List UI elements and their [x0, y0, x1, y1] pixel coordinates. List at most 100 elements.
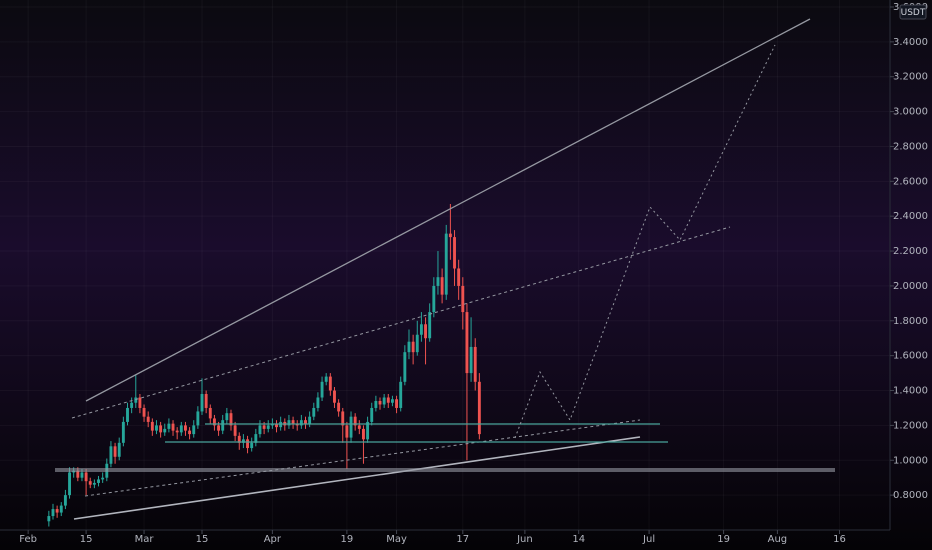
candle-body [254, 434, 258, 443]
candle-body [188, 430, 192, 435]
candle-body [275, 423, 278, 428]
candle-body [424, 324, 427, 339]
x-tick-label: May [386, 534, 407, 545]
projection-path [514, 44, 776, 439]
trend-line [73, 436, 641, 520]
candle-body [233, 425, 237, 436]
candle-body [250, 442, 254, 449]
x-tick-label: 16 [833, 534, 846, 545]
candle-body [47, 516, 51, 522]
candle-body [241, 439, 245, 443]
candle-body [262, 425, 266, 429]
candle-body [477, 381, 481, 435]
candle-body [159, 425, 163, 433]
x-tick-label: 14 [572, 534, 585, 545]
candle-body [465, 312, 469, 374]
candle-body [428, 312, 432, 339]
candle-body [150, 421, 154, 431]
candle-body [246, 439, 249, 449]
candle-body [109, 446, 113, 464]
x-tick-label: 17 [456, 534, 469, 545]
candle-body [258, 425, 262, 435]
candle-body [378, 400, 382, 405]
x-tick-label: Jul [642, 534, 655, 545]
candle-body [221, 420, 225, 431]
candle-body [130, 402, 134, 408]
candle-body [208, 407, 212, 419]
candle-body [382, 397, 386, 405]
y-tick-label: 1.4000 [893, 386, 928, 397]
candle-body [328, 376, 332, 391]
x-tick-label: 15 [196, 534, 209, 545]
candle-body [395, 399, 399, 408]
candle-body [390, 399, 394, 403]
trend-line [71, 226, 731, 419]
candle-body [337, 402, 341, 412]
candle-body [461, 285, 465, 313]
candle-body [266, 425, 270, 429]
y-tick-label: 1.6000 [893, 351, 928, 362]
candle-body [432, 285, 436, 313]
candle-body [415, 334, 419, 353]
candle-body [469, 346, 473, 374]
candle-body [370, 407, 374, 422]
candle-body [51, 509, 55, 517]
y-tick-label: 0.8000 [893, 490, 928, 501]
candle-body [362, 428, 365, 440]
x-tick-label: 19 [341, 534, 354, 545]
candle-body [436, 277, 440, 286]
candle-body [287, 420, 291, 426]
candle-body [453, 237, 456, 269]
candle-body [448, 233, 452, 238]
candle-body [386, 397, 390, 403]
x-tick-label: Mar [135, 534, 155, 545]
candle-body [138, 397, 142, 408]
candle-body [316, 397, 320, 408]
candle-body [84, 472, 88, 482]
candle-body [155, 425, 158, 431]
y-tick-label: 1.2000 [893, 420, 928, 431]
candle-body [411, 341, 415, 353]
candle-body [312, 407, 316, 417]
candle-body [126, 407, 129, 422]
candle-body [121, 421, 125, 443]
candle-body [113, 446, 117, 457]
trend-line [85, 18, 811, 402]
candle-body [403, 352, 407, 382]
candle-body [134, 397, 138, 403]
y-tick-label: 1.0000 [893, 455, 928, 466]
candle-body [419, 324, 423, 335]
candle-body [97, 479, 100, 483]
y-tick-label: 3.2000 [893, 72, 928, 83]
y-tick-label: 3.0000 [893, 107, 928, 118]
currency-label: USDT [901, 8, 926, 18]
candle-body [146, 416, 150, 422]
candle-body [324, 376, 328, 382]
y-tick-label: 2.8000 [893, 141, 928, 152]
x-tick-label: Jun [516, 534, 533, 545]
candle-body [341, 411, 345, 426]
candle-body [196, 411, 200, 426]
y-tick-label: 2.6000 [893, 176, 928, 187]
candle-body [473, 346, 477, 382]
candle-body [63, 495, 67, 506]
candle-body [407, 341, 411, 353]
y-tick-label: 1.8000 [893, 316, 928, 327]
candle-body [308, 416, 312, 424]
candle-body [440, 277, 444, 295]
candle-body [142, 407, 146, 417]
candle-body [399, 381, 403, 408]
currency-badge [899, 4, 927, 20]
candle-body [179, 425, 183, 433]
candle-body [171, 423, 175, 431]
candle-body [345, 425, 349, 438]
candle-body [237, 435, 241, 443]
candle-body [59, 505, 63, 513]
candle-body [117, 442, 121, 457]
candle-body [80, 472, 84, 478]
drawings [55, 18, 835, 520]
candle-body [88, 481, 92, 485]
candle-body [366, 421, 370, 440]
candle-body [320, 381, 324, 398]
candle-body [163, 428, 167, 433]
